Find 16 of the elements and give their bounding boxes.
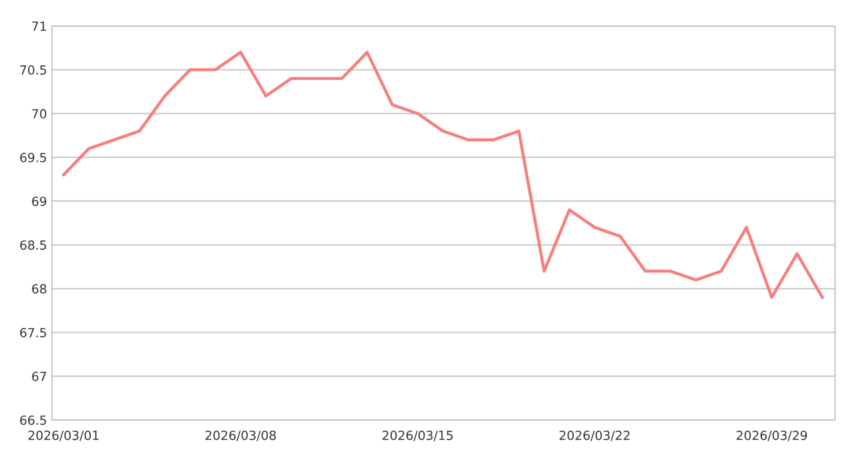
y-tick-label: 69.5 bbox=[20, 152, 46, 162]
x-tick-label: 2026/03/22 bbox=[560, 430, 630, 442]
y-tick-label: 70 bbox=[32, 109, 46, 118]
line-series bbox=[62, 50, 824, 299]
y-tick-label: 68.5 bbox=[20, 240, 46, 250]
x-tick-label: 2026/03/15 bbox=[382, 430, 453, 442]
y-tick-label: 68 bbox=[32, 284, 46, 294]
x-tick-label: 2026/03/08 bbox=[206, 430, 276, 442]
y-tick-label: 66.5 bbox=[20, 415, 46, 425]
y-tick-label: 71 bbox=[32, 22, 46, 31]
y-tick-label: 69 bbox=[32, 196, 46, 206]
y-tick-label: 67 bbox=[32, 372, 46, 382]
y-tick-label: 67.5 bbox=[20, 328, 46, 338]
y-tick-label: 70.5 bbox=[20, 65, 46, 75]
x-tick-label: 2026/03/01 bbox=[28, 430, 98, 442]
x-tick-label: 2026/03/29 bbox=[736, 430, 807, 442]
